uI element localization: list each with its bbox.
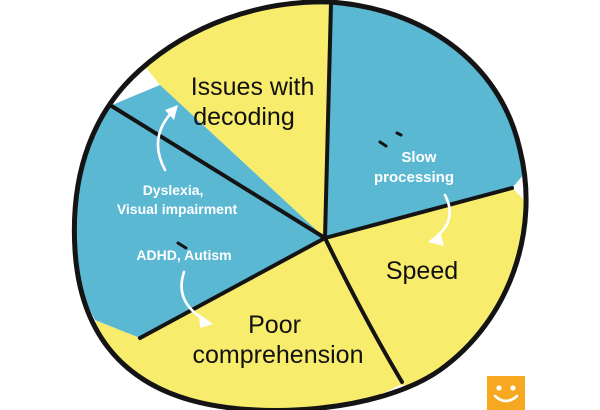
label-dyslexia: Dyslexia, Visual impairment (117, 182, 238, 217)
divider-left (138, 236, 327, 340)
segment-causes (74, 85, 325, 338)
smiley-logo-icon (487, 376, 525, 410)
divider-right (323, 186, 514, 240)
ink-mark (378, 140, 388, 148)
segment-poor-comprehension (95, 238, 400, 410)
segment-issues-with-decoding (140, 1, 330, 238)
label-slow-processing: Slow processing (374, 149, 454, 186)
label-adhd: ADHD, Autism (136, 247, 231, 263)
ink-mark (176, 241, 188, 250)
label-poor-comprehension: Poor comprehension (193, 311, 364, 369)
label-issues-with-decoding: Issues with decoding (191, 73, 322, 131)
label-issues-line-2: decoding (193, 103, 294, 131)
arrow-dyslexia-to-decoding (156, 105, 178, 172)
arrow-slow-to-speed (428, 193, 451, 246)
label-slow-line-1: Slow (401, 149, 436, 166)
label-slow-line-2: processing (374, 169, 454, 186)
label-dyslexia-line-1: Dyslexia, (143, 182, 204, 198)
divider-bottom (323, 236, 404, 384)
arrow-adhd-to-comprehension (180, 270, 213, 328)
divider-top-left (108, 103, 327, 240)
label-poor-line-2: comprehension (193, 341, 364, 369)
label-speed: Speed (386, 257, 458, 285)
label-issues-line-1: Issues with (191, 73, 315, 101)
label-dyslexia-line-2: Visual impairment (117, 201, 238, 217)
pie-dividers (108, 1, 514, 384)
divider-top (323, 1, 333, 240)
label-poor-line-1: Poor (248, 311, 301, 339)
ink-mark (395, 131, 403, 137)
pie-outline (71, 0, 529, 410)
